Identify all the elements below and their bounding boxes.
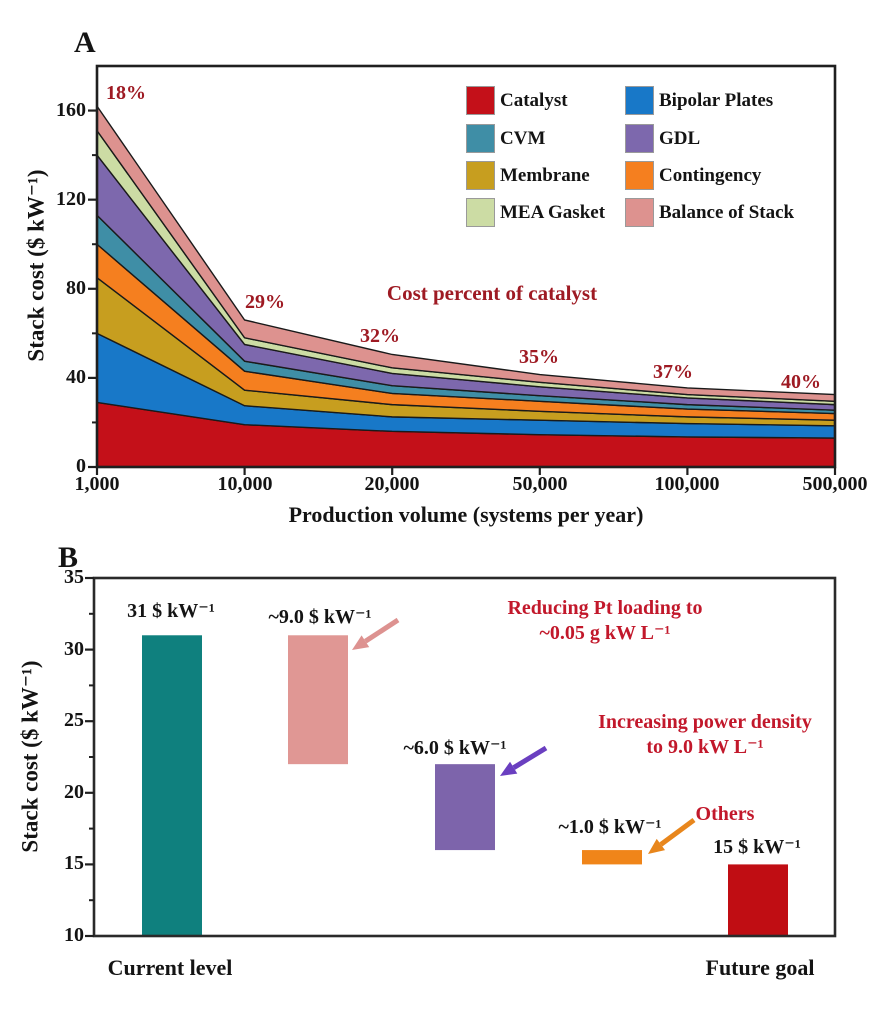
legend-item: Membrane <box>466 161 617 190</box>
legend-item: Catalyst <box>466 86 617 115</box>
legend-label: Catalyst <box>500 90 568 111</box>
arrow-shaft-1 <box>512 745 548 770</box>
percent-annotation: 37% <box>653 361 693 383</box>
x-tick-label: 10,000 <box>217 473 273 495</box>
legend-item: Bipolar Plates <box>625 86 826 115</box>
arrow-head-1 <box>500 761 518 776</box>
legend-label: GDL <box>659 128 701 149</box>
x-tick-label: 100,000 <box>654 473 720 495</box>
legend-swatch-cvm <box>466 124 495 153</box>
y-tick-label: 0 <box>76 455 86 477</box>
y-tick-label: 10 <box>64 924 84 946</box>
y-tick-label: 25 <box>64 709 84 731</box>
arrow-head-2 <box>648 838 666 854</box>
bar-value-label: ~1.0 $ kW⁻¹ <box>558 816 662 838</box>
arrow-shaft-2 <box>659 817 696 847</box>
legend-swatch-catalyst <box>466 86 495 115</box>
category-label-current-level: Current level <box>107 955 233 980</box>
annotation-others: Others <box>695 803 755 825</box>
legend-label: MEA Gasket <box>500 202 606 223</box>
y-tick-label: 160 <box>56 99 86 121</box>
y-tick-label: 40 <box>66 366 86 388</box>
y-tick-label: 120 <box>56 188 86 210</box>
legend-item: GDL <box>625 124 826 153</box>
legend-label: Bipolar Plates <box>659 90 774 111</box>
legend-item: CVM <box>466 124 617 153</box>
annotation-power-density: Increasing power density to 9.0 kW L⁻¹ <box>598 711 812 758</box>
y-tick-label: 20 <box>64 781 84 803</box>
legend-item: Balance of Stack <box>625 198 826 227</box>
x-tick-label: 1,000 <box>74 473 120 495</box>
arrow-shaft-0 <box>364 617 400 644</box>
legend-swatch-contingency <box>625 161 654 190</box>
bar-value-label: 31 $ kW⁻¹ <box>127 600 215 622</box>
percent-annotation: 35% <box>519 346 559 368</box>
percent-annotation: 18% <box>106 82 146 104</box>
legend-swatch-gdl <box>625 124 654 153</box>
bar-4 <box>728 864 788 936</box>
x-axis-title-a: Production volume (systems per year) <box>288 502 644 527</box>
x-tick-label: 500,000 <box>802 473 868 495</box>
percent-annotation: 29% <box>245 291 285 313</box>
panel-a-label: A <box>74 26 96 59</box>
legend-swatch-balance-of-stack <box>625 198 654 227</box>
percent-annotation: 32% <box>360 325 400 347</box>
legend-label: Balance of Stack <box>659 202 795 223</box>
y-tick-label: 35 <box>64 566 84 588</box>
y-tick-label: 80 <box>66 277 86 299</box>
panel-b-label: B <box>58 541 79 574</box>
legend-swatch-mea-gasket <box>466 198 495 227</box>
y-tick-label: 30 <box>64 638 84 660</box>
x-tick-label: 50,000 <box>512 473 568 495</box>
legend-label: Contingency <box>659 165 762 186</box>
arrow-head-0 <box>352 635 370 650</box>
bar-1 <box>288 635 348 765</box>
legend-item: Contingency <box>625 161 826 190</box>
annotation-pt-loading: Reducing Pt loading to ~0.05 g kW L⁻¹ <box>507 597 703 644</box>
percent-annotation: 40% <box>781 371 821 393</box>
legend-swatch-membrane <box>466 161 495 190</box>
annotation-title: Cost percent of catalyst <box>386 281 598 305</box>
bar-3 <box>582 850 642 865</box>
legend-swatch-bipolar-plates <box>625 86 654 115</box>
category-label-future-goal: Future goal <box>705 955 815 980</box>
legend-label: Membrane <box>500 165 590 186</box>
y-tick-label: 15 <box>64 852 84 874</box>
bar-value-label: 15 $ kW⁻¹ <box>713 836 801 858</box>
bar-value-label: ~9.0 $ kW⁻¹ <box>268 606 372 628</box>
legend-label: CVM <box>500 128 546 149</box>
x-tick-label: 20,000 <box>364 473 420 495</box>
bar-2 <box>435 764 495 851</box>
bar-0 <box>142 635 202 936</box>
bar-value-label: ~6.0 $ kW⁻¹ <box>403 737 507 759</box>
legend-item: MEA Gasket <box>466 198 617 227</box>
plot-border-a <box>95 64 837 469</box>
